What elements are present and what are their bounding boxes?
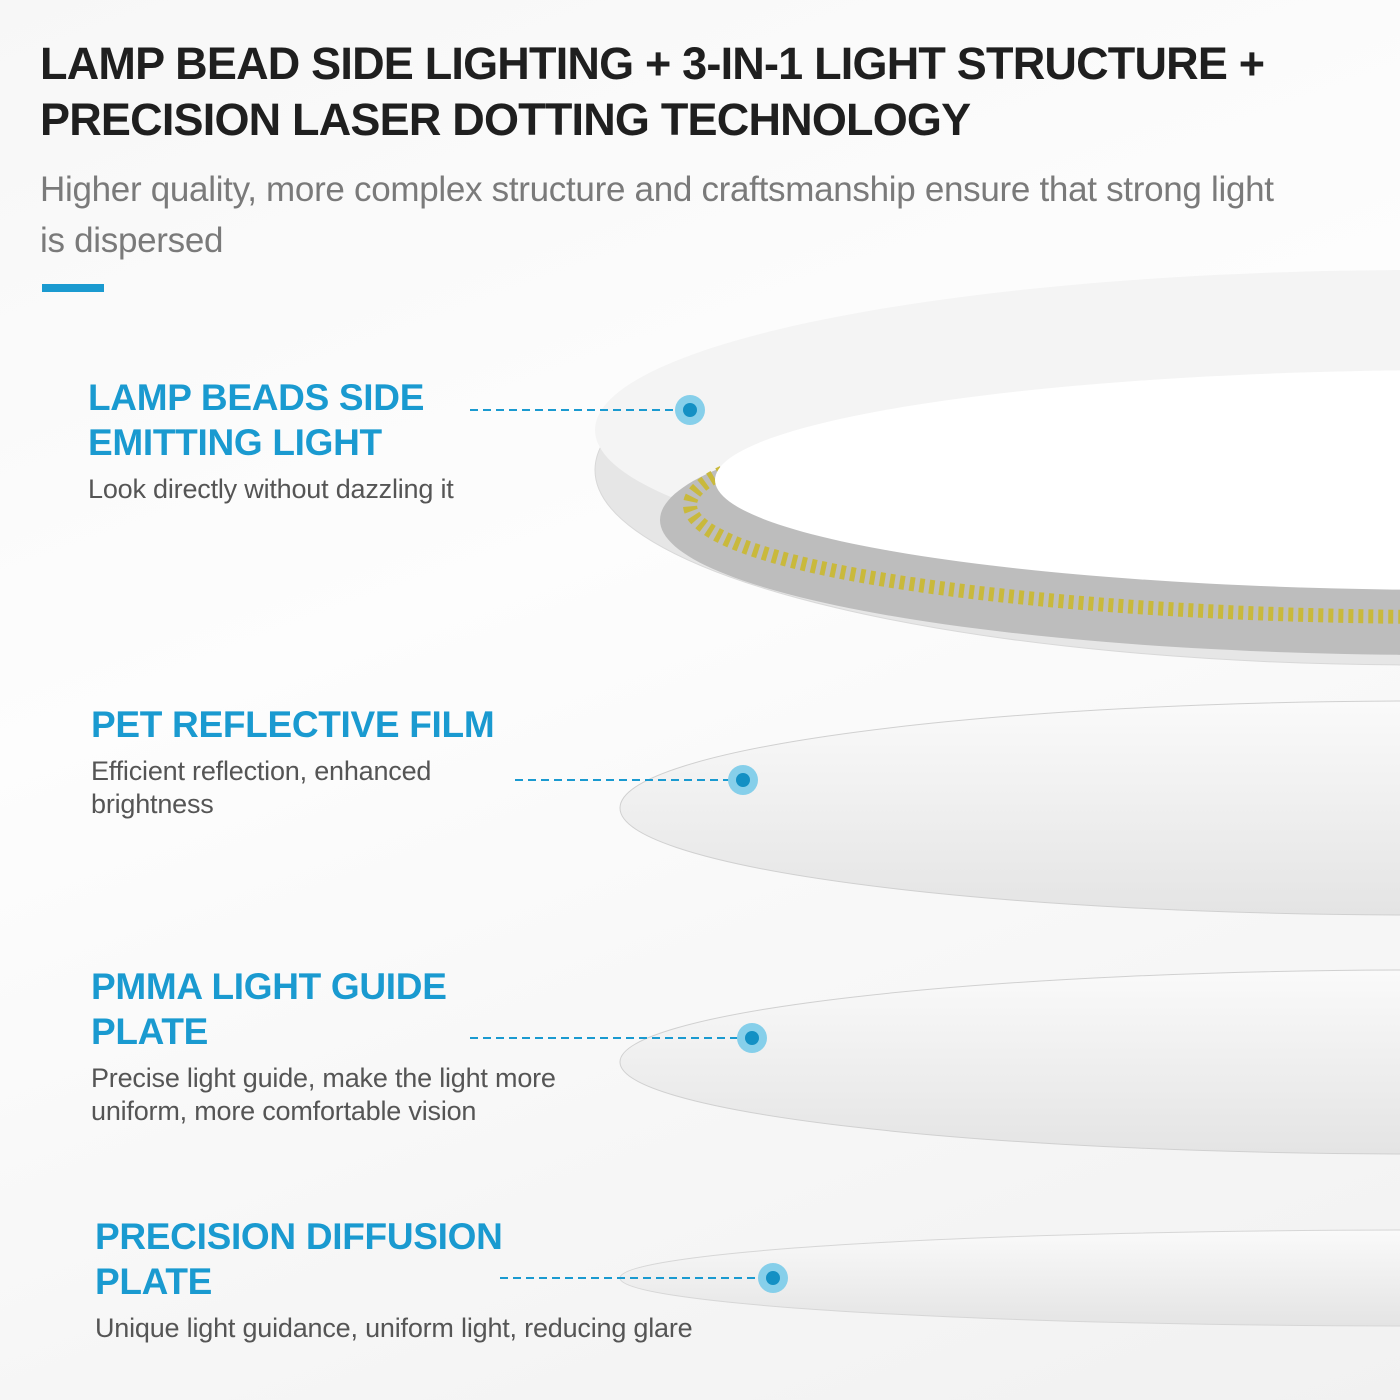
layer-1-heading: LAMP BEADS SIDE EMITTING LIGHT bbox=[88, 377, 425, 463]
layer-2-heading: PET REFLECTIVE FILM bbox=[91, 704, 495, 745]
layer-4-description: Unique light guidance, uniform light, re… bbox=[95, 1313, 693, 1343]
callout-dot-3 bbox=[737, 1023, 767, 1053]
layer-2-description: Efficient reflection, enhanced brightnes… bbox=[91, 756, 432, 819]
pmma-plate bbox=[619, 969, 1400, 1155]
page-header: LAMP BEAD SIDE LIGHTING + 3-IN-1 LIGHT S… bbox=[40, 36, 1380, 292]
layer-3-description: Precise light guide, make the light more… bbox=[91, 1063, 556, 1126]
layer-1-description: Look directly without dazzling it bbox=[88, 474, 454, 504]
layer-3-heading: PMMA LIGHT GUIDE PLATE bbox=[91, 966, 447, 1052]
callout-dot-2 bbox=[728, 765, 758, 795]
callout-dot-4 bbox=[758, 1263, 788, 1293]
layer-3-callout: PMMA LIGHT GUIDE PLATE Precise light gui… bbox=[91, 964, 631, 1128]
callout-dot-1 bbox=[675, 395, 705, 425]
accent-bar bbox=[42, 284, 104, 292]
lamp-ring-frame bbox=[594, 270, 1400, 666]
layer-4-heading: PRECISION DIFFUSION PLATE bbox=[95, 1216, 503, 1302]
page-title: LAMP BEAD SIDE LIGHTING + 3-IN-1 LIGHT S… bbox=[40, 38, 1265, 145]
layer-4-callout: PRECISION DIFFUSION PLATE Unique light g… bbox=[95, 1214, 815, 1345]
page-subtitle: Higher quality, more complex structure a… bbox=[40, 170, 1274, 260]
pet-film-plate bbox=[619, 700, 1400, 916]
layer-2-callout: PET REFLECTIVE FILM Efficient reflection… bbox=[91, 702, 511, 821]
layer-1-callout: LAMP BEADS SIDE EMITTING LIGHT Look dire… bbox=[88, 375, 518, 506]
